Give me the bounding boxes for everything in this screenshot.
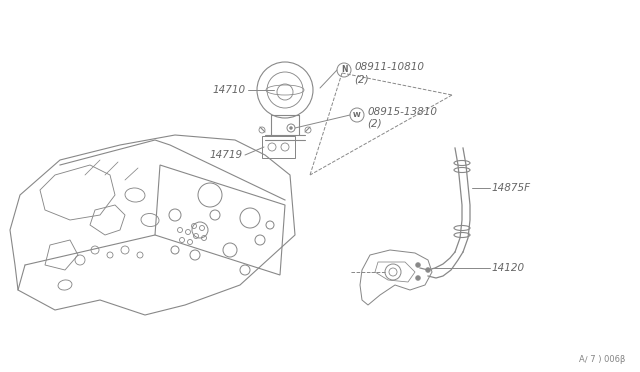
Circle shape (426, 267, 431, 273)
Text: N: N (340, 65, 348, 74)
Text: W: W (353, 112, 361, 118)
Circle shape (415, 276, 420, 280)
Text: 14719: 14719 (210, 150, 243, 160)
Text: 08915-13810: 08915-13810 (367, 107, 437, 117)
Text: 14120: 14120 (492, 263, 525, 273)
Text: (2): (2) (367, 119, 381, 129)
Text: A∕ 7 ) 006β: A∕ 7 ) 006β (579, 355, 625, 364)
Circle shape (289, 126, 292, 129)
Text: 14710: 14710 (213, 85, 246, 95)
Text: 08911-10810: 08911-10810 (354, 62, 424, 72)
Text: 14875F: 14875F (492, 183, 531, 193)
Text: (2): (2) (354, 74, 369, 84)
Circle shape (415, 263, 420, 267)
